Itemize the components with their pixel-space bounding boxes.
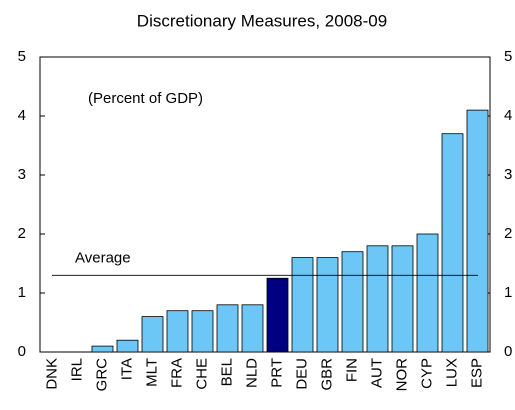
y-tick-label: 4: [18, 107, 26, 124]
bar: [441, 133, 464, 353]
x-tick-label: IRL: [68, 358, 85, 381]
bar: [166, 310, 189, 353]
y-tick-label: 5: [18, 48, 26, 65]
bar: [366, 245, 389, 353]
y2-tick-label: 4: [504, 107, 512, 124]
x-tick-label: FRA: [168, 358, 185, 388]
x-tick-label: LUX: [443, 358, 460, 387]
x-tick-label: AUT: [368, 358, 385, 388]
y2-tick-label: 5: [504, 48, 512, 65]
x-tick-label: MLT: [143, 358, 160, 387]
plot-frame: [39, 56, 491, 353]
y2-tick-label: 1: [504, 284, 512, 301]
x-tick-label: NLD: [243, 358, 260, 388]
bar: [316, 257, 339, 353]
y2-tick-label: 2: [504, 225, 512, 242]
x-tick-label: BEL: [218, 358, 235, 386]
bar: [291, 257, 314, 353]
x-tick-label: CHE: [193, 358, 210, 390]
bar: [416, 233, 439, 353]
x-tick-label: CYP: [418, 358, 435, 389]
bar: [191, 310, 214, 353]
x-tick-label: FIN: [343, 358, 360, 382]
bar: [391, 245, 414, 353]
y-tick-label: 2: [18, 225, 26, 242]
x-tick-label: DEU: [293, 358, 310, 390]
x-tick-label: ESP: [468, 358, 485, 388]
bar: [116, 339, 139, 353]
y-tick-label: 0: [18, 343, 26, 360]
x-tick-label: NOR: [393, 358, 410, 392]
y2-tick-label: 3: [504, 166, 512, 183]
average-label: Average: [75, 249, 131, 266]
bar: [266, 277, 289, 353]
y-tick-label: 1: [18, 284, 26, 301]
y2-tick-label: 0: [504, 343, 512, 360]
x-tick-label: ITA: [118, 358, 135, 380]
chart-title: Discretionary Measures, 2008-09: [137, 11, 387, 30]
x-tick-label: GBR: [318, 358, 335, 391]
bar: [466, 109, 489, 353]
bar: [141, 316, 164, 353]
x-tick-label: DNK: [43, 358, 60, 390]
bar: [91, 345, 114, 353]
y-tick-label: 3: [18, 166, 26, 183]
bar: [216, 304, 239, 353]
x-tick-label: PRT: [268, 358, 285, 388]
bar: [241, 304, 264, 353]
bar: [341, 251, 364, 353]
x-tick-label: GRC: [93, 358, 110, 392]
annotation: (Percent of GDP): [88, 90, 203, 107]
